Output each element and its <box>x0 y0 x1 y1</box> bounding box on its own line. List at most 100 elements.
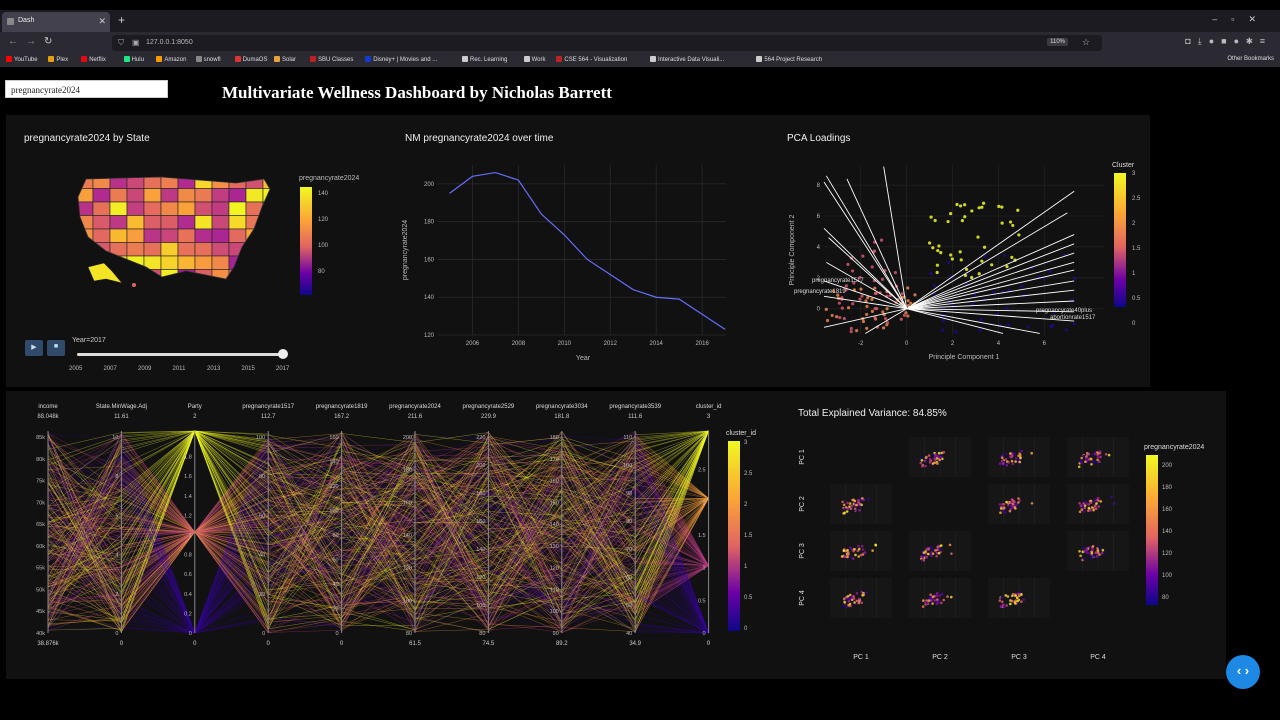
pca-point[interactable] <box>860 294 864 298</box>
pca-point[interactable] <box>932 283 936 288</box>
bookmark-item[interactable]: Amazon <box>156 56 186 63</box>
bookmark-item[interactable]: 564 Project Research <box>756 56 822 63</box>
pca-point[interactable] <box>874 291 878 296</box>
state-shape[interactable] <box>126 242 145 257</box>
pca-point[interactable] <box>840 306 844 310</box>
year-slider-handle[interactable] <box>278 349 288 359</box>
pca-point[interactable] <box>1005 264 1009 269</box>
state-shape[interactable] <box>245 255 264 270</box>
loading-vector[interactable] <box>906 300 1075 310</box>
pca-point[interactable] <box>835 315 839 319</box>
state-shape[interactable] <box>262 255 276 270</box>
loading-vector[interactable] <box>906 308 1004 334</box>
pca-point[interactable] <box>1005 306 1009 310</box>
variable-dropdown[interactable]: pregnancyrate2024 <box>5 80 168 98</box>
year-slider-track[interactable] <box>77 353 283 356</box>
state-shape[interactable] <box>160 255 179 270</box>
pca-point[interactable] <box>846 306 851 310</box>
state-shape[interactable] <box>245 188 264 203</box>
pca-point[interactable] <box>978 328 982 332</box>
state-shape-alaska[interactable] <box>87 262 123 284</box>
state-shape[interactable] <box>92 188 111 203</box>
pca-point[interactable] <box>824 307 828 311</box>
axis-title[interactable]: cluster_id <box>696 404 722 410</box>
reload-icon[interactable]: ↻ <box>44 36 53 47</box>
state-shape[interactable] <box>211 228 230 243</box>
pca-point[interactable] <box>861 254 865 258</box>
pca-point[interactable] <box>949 212 953 216</box>
pca-point[interactable] <box>958 204 963 208</box>
pca-point[interactable] <box>906 314 910 318</box>
state-shape[interactable] <box>126 201 145 216</box>
axis-title[interactable]: pregnancyrate3539 <box>609 404 661 410</box>
state-shape[interactable] <box>262 201 276 216</box>
pca-point[interactable] <box>990 263 994 267</box>
shield-icon[interactable]: ⛉ <box>118 38 124 47</box>
bookmark-item[interactable]: CSE 564 - Visualization <box>556 56 627 63</box>
pca-point[interactable] <box>906 286 910 290</box>
stop-button[interactable]: ■ <box>47 340 65 356</box>
pca-point[interactable] <box>1072 322 1076 326</box>
pca-point[interactable] <box>909 301 913 305</box>
state-shape[interactable] <box>160 228 179 243</box>
loading-vector[interactable] <box>906 308 1040 334</box>
pca-point[interactable] <box>1051 323 1055 328</box>
state-shape[interactable] <box>143 188 162 203</box>
pca-point[interactable] <box>933 218 937 223</box>
loading-vector[interactable] <box>906 252 1075 310</box>
pca-point[interactable] <box>958 250 962 254</box>
state-shape[interactable] <box>228 188 247 203</box>
state-shape[interactable] <box>194 188 213 203</box>
pca-point[interactable] <box>1020 284 1024 288</box>
pca-point[interactable] <box>1016 208 1020 212</box>
pca-scatter-matrix[interactable]: PC 1 PC 2 PC 3 PC 4 PC 1 PC 2 PC 3 PC 4 pregnanc… <box>786 431 1226 671</box>
pca-point[interactable] <box>1026 325 1031 329</box>
bookmark-item[interactable]: SBU Classes <box>310 56 353 63</box>
state-shape[interactable] <box>194 175 213 189</box>
pca-point[interactable] <box>941 319 946 323</box>
pca-point[interactable] <box>846 262 850 266</box>
pca-point[interactable] <box>935 263 939 267</box>
state-shape[interactable] <box>194 228 213 243</box>
extensions-puzzle-icon[interactable]: ✱ <box>1246 36 1260 46</box>
pca-point[interactable] <box>893 271 897 275</box>
bookmark-item[interactable]: Netflix <box>81 56 106 63</box>
pocket-icon[interactable]: ◘ <box>1185 36 1198 46</box>
pca-point[interactable] <box>937 244 941 248</box>
tab-close-icon[interactable]: ✕ <box>98 16 106 26</box>
pca-point[interactable] <box>873 286 877 290</box>
pca-point[interactable] <box>849 330 853 334</box>
state-shape[interactable] <box>177 269 196 284</box>
pca-point[interactable] <box>970 275 974 280</box>
pca-point[interactable] <box>899 317 903 321</box>
loading-vector[interactable] <box>823 308 907 328</box>
state-shape-hawaii[interactable] <box>132 283 136 287</box>
pca-point[interactable] <box>929 271 933 276</box>
pca-point[interactable] <box>939 251 943 255</box>
state-shape[interactable] <box>211 215 230 230</box>
state-shape[interactable] <box>177 255 196 270</box>
state-shape[interactable] <box>228 228 247 243</box>
pca-point[interactable] <box>837 301 841 305</box>
bookmark-item[interactable]: Interactive Data Visuali... <box>650 56 724 63</box>
extension-icon[interactable]: ● <box>1233 36 1247 46</box>
pca-biplot[interactable]: -2 0 2 4 6 8 6 4 2 0 pregnancyrate1517 pregnancyrat… <box>776 155 1146 375</box>
pca-point[interactable] <box>865 304 869 309</box>
state-shape[interactable] <box>109 215 128 230</box>
pca-point[interactable] <box>954 330 958 334</box>
pca-point[interactable] <box>1011 223 1015 228</box>
pca-point[interactable] <box>1002 253 1007 257</box>
state-shape[interactable] <box>109 201 128 216</box>
page-info-icon[interactable]: ▣ <box>132 38 140 47</box>
state-shape[interactable] <box>160 242 179 257</box>
state-shape[interactable] <box>92 215 111 230</box>
zoom-level[interactable]: 110% <box>1047 38 1068 46</box>
pca-point[interactable] <box>980 205 984 209</box>
pca-point[interactable] <box>1017 233 1021 237</box>
state-shape[interactable] <box>194 201 213 216</box>
axis-title[interactable]: State.MinWage.Adj <box>96 404 147 410</box>
state-shape[interactable] <box>262 175 276 189</box>
loading-vector[interactable] <box>883 166 908 309</box>
loading-vector[interactable] <box>828 237 907 310</box>
loading-vector[interactable] <box>823 228 907 310</box>
